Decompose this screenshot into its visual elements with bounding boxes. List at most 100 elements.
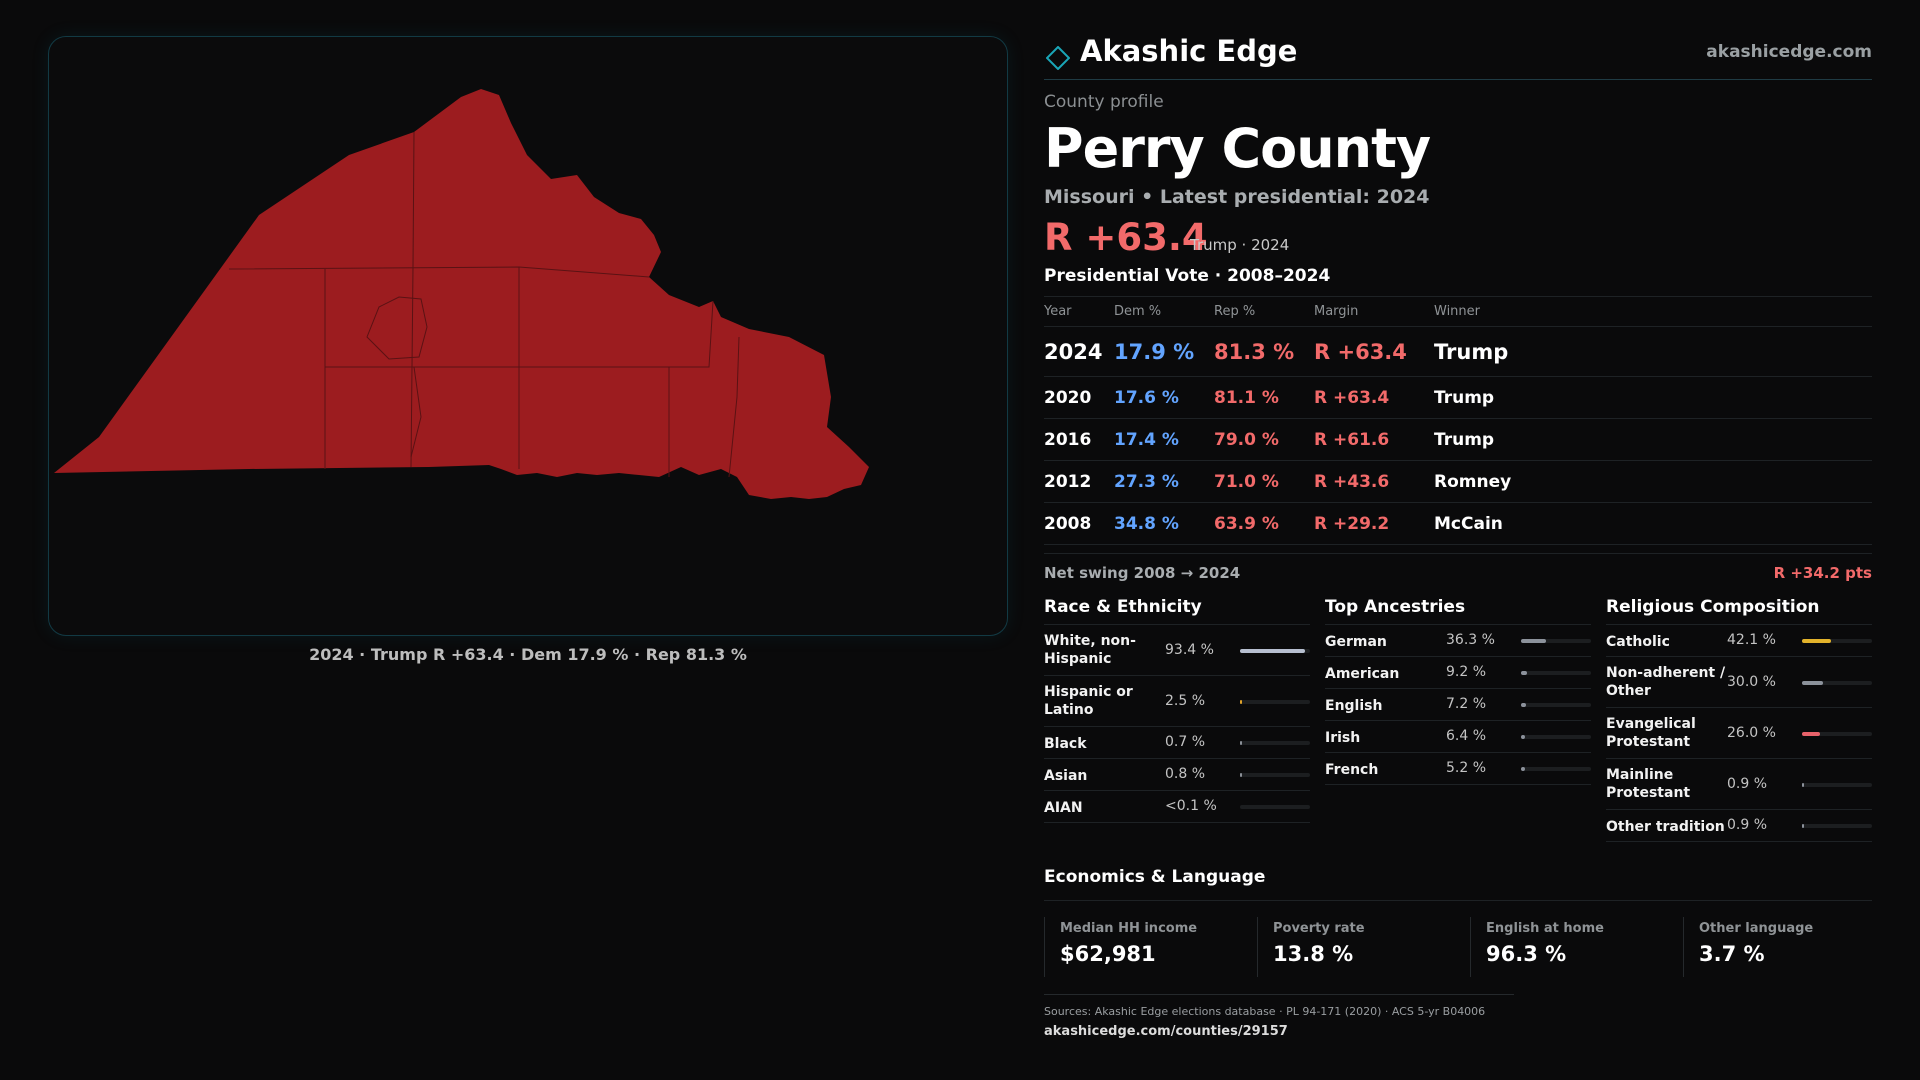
footer-url[interactable]: akashicedge.com/counties/29157 bbox=[1044, 1024, 1288, 1039]
item-value: <0.1 % bbox=[1165, 798, 1217, 814]
bar-track bbox=[1802, 680, 1872, 685]
list-item: Non-adherent / Other 30.0 % bbox=[1606, 657, 1872, 708]
econ-label: Other language bbox=[1699, 921, 1814, 936]
list-item: American 9.2 % bbox=[1325, 657, 1591, 689]
item-value: 6.4 % bbox=[1446, 728, 1487, 744]
item-value: 0.9 % bbox=[1727, 817, 1768, 833]
econ-value: 3.7 % bbox=[1699, 942, 1765, 966]
item-label: Catholic bbox=[1606, 634, 1670, 650]
item-label: Black bbox=[1044, 736, 1087, 752]
cell-margin: R +61.6 bbox=[1314, 418, 1434, 461]
item-label: AIAN bbox=[1044, 800, 1083, 816]
eyebrow-label: County profile bbox=[1044, 92, 1164, 112]
item-label: White, non-Hispanic bbox=[1044, 633, 1136, 667]
county-map[interactable] bbox=[48, 36, 1008, 636]
bar-track bbox=[1521, 735, 1591, 739]
list-item: German 36.3 % bbox=[1325, 625, 1591, 657]
item-label: Other tradition bbox=[1606, 819, 1725, 835]
economics-grid: Median HH income $62,981 Poverty rate 13… bbox=[1044, 907, 1872, 987]
cell-dem: 17.6 % bbox=[1114, 376, 1214, 419]
diamond-logo-icon bbox=[1046, 46, 1070, 70]
item-value: 93.4 % bbox=[1165, 641, 1214, 658]
headline-margin-value: R +63.4 bbox=[1044, 216, 1208, 259]
cell-winner: Trump bbox=[1434, 376, 1872, 419]
bar-fill bbox=[1521, 767, 1525, 771]
item-value: 0.8 % bbox=[1165, 766, 1206, 782]
list-item: French 5.2 % bbox=[1325, 753, 1591, 785]
list-item: English 7.2 % bbox=[1325, 689, 1591, 721]
swing-label: Net swing 2008 → 2024 bbox=[1044, 564, 1241, 582]
item-label: Hispanic or Latino bbox=[1044, 684, 1133, 718]
bar-track bbox=[1521, 639, 1591, 643]
cell-rep: 79.0 % bbox=[1214, 418, 1314, 461]
county-shape bbox=[54, 89, 869, 499]
bar-fill bbox=[1240, 648, 1305, 653]
race-ethnicity-panel: Race & Ethnicity White, non-Hispanic 93.4… bbox=[1044, 593, 1310, 823]
table-row: 2024 17.9 % 81.3 % R +63.4 Trump bbox=[1044, 326, 1872, 377]
cell-rep: 71.0 % bbox=[1214, 460, 1314, 503]
item-value: 0.9 % bbox=[1727, 775, 1768, 792]
subtitle: Missouri • Latest presidential: 2024 bbox=[1044, 186, 1430, 208]
econ-value: 96.3 % bbox=[1486, 942, 1567, 966]
bar-fill bbox=[1240, 741, 1242, 745]
bar-track bbox=[1802, 731, 1872, 736]
sources-text: Sources: Akashic Edge elections database… bbox=[1044, 1005, 1486, 1018]
bar-track bbox=[1802, 782, 1872, 787]
bar-track bbox=[1521, 703, 1591, 707]
cell-year: 2016 bbox=[1044, 418, 1114, 461]
header-dem: Dem % bbox=[1114, 296, 1214, 327]
econ-label: Median HH income bbox=[1060, 921, 1198, 936]
econ-label: Poverty rate bbox=[1273, 921, 1365, 936]
econ-value: 13.8 % bbox=[1273, 942, 1354, 966]
demographics: Race & Ethnicity White, non-Hispanic 93.4… bbox=[1044, 593, 1872, 853]
cell-dem: 34.8 % bbox=[1114, 502, 1214, 545]
headline-margin-sub: Trump · 2024 bbox=[1190, 236, 1290, 254]
item-label: Non-adherent / Other bbox=[1606, 665, 1726, 699]
bar-fill bbox=[1802, 680, 1823, 685]
list-item: Other tradition 0.9 % bbox=[1606, 810, 1872, 842]
item-value: 9.2 % bbox=[1446, 664, 1487, 680]
brand-url[interactable]: akashicedge.com bbox=[1706, 42, 1872, 62]
cell-year: 2024 bbox=[1044, 326, 1114, 377]
bar-track bbox=[1240, 741, 1310, 745]
list-item: Black 0.7 % bbox=[1044, 727, 1310, 759]
table-row: 2012 27.3 % 71.0 % R +43.6 Romney bbox=[1044, 460, 1872, 503]
bar-fill bbox=[1802, 731, 1820, 736]
vote-section-title: Presidential Vote · 2008–2024 bbox=[1044, 266, 1331, 286]
cell-winner: McCain bbox=[1434, 502, 1872, 545]
bar-track bbox=[1240, 699, 1310, 704]
cell-margin: R +63.4 bbox=[1314, 326, 1434, 377]
cell-margin: R +63.4 bbox=[1314, 376, 1434, 419]
econ-other-language: Other language 3.7 % bbox=[1683, 917, 1883, 977]
item-value: 2.5 % bbox=[1165, 692, 1206, 709]
table-row: 2016 17.4 % 79.0 % R +61.6 Trump bbox=[1044, 418, 1872, 461]
header-margin: Margin bbox=[1314, 296, 1434, 327]
township-lines bbox=[228, 131, 740, 478]
econ-label: English at home bbox=[1486, 921, 1604, 936]
item-label: American bbox=[1325, 666, 1400, 682]
item-label: French bbox=[1325, 762, 1379, 778]
ancestry-title: Top Ancestries bbox=[1325, 593, 1591, 625]
list-item: Evangelical Protestant 26.0 % bbox=[1606, 708, 1872, 759]
list-item: Irish 6.4 % bbox=[1325, 721, 1591, 753]
item-label: Irish bbox=[1325, 730, 1361, 746]
religion-title: Religious Composition bbox=[1606, 593, 1872, 625]
brand-header: Akashic Edge akashicedge.com bbox=[1044, 30, 1872, 80]
item-value: 0.7 % bbox=[1165, 734, 1206, 750]
ancestry-list: German 36.3 % American 9.2 % English 7.2 % Iri… bbox=[1325, 625, 1591, 785]
ancestry-panel: Top Ancestries German 36.3 % American 9.2 %… bbox=[1325, 593, 1591, 785]
cell-margin: R +43.6 bbox=[1314, 460, 1434, 503]
footer: Sources: Akashic Edge elections database… bbox=[1044, 994, 1514, 1039]
header-year: Year bbox=[1044, 296, 1114, 327]
swing-value: R +34.2 pts bbox=[1773, 564, 1872, 582]
list-item: Hispanic or Latino 2.5 % bbox=[1044, 676, 1310, 727]
cell-dem: 17.4 % bbox=[1114, 418, 1214, 461]
cell-winner: Romney bbox=[1434, 460, 1872, 503]
net-swing: Net swing 2008 → 2024 R +34.2 pts bbox=[1044, 553, 1872, 587]
item-value: 30.0 % bbox=[1727, 673, 1776, 690]
bar-fill bbox=[1802, 782, 1804, 787]
item-label: Mainline Protestant bbox=[1606, 767, 1691, 801]
list-item: Mainline Protestant 0.9 % bbox=[1606, 759, 1872, 810]
economics-title: Economics & Language bbox=[1044, 867, 1872, 901]
item-value: 5.2 % bbox=[1446, 760, 1487, 776]
